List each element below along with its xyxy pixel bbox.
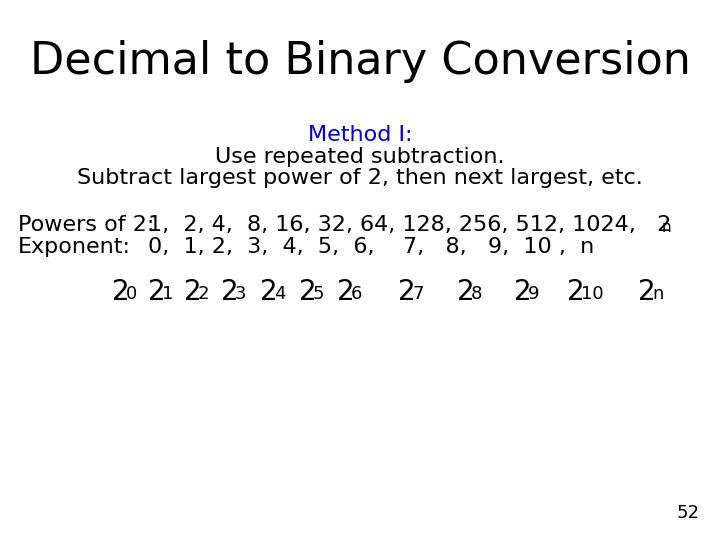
Text: 4: 4 (274, 285, 286, 303)
Text: n: n (662, 220, 672, 235)
Text: 2: 2 (221, 278, 238, 306)
Text: 2: 2 (260, 278, 278, 306)
Text: 2: 2 (567, 278, 585, 306)
Text: 52: 52 (677, 504, 700, 522)
Text: 5: 5 (313, 285, 325, 303)
Text: 2: 2 (184, 278, 202, 306)
Text: Exponent:: Exponent: (18, 237, 131, 257)
Text: Method I:: Method I: (307, 125, 413, 145)
Text: 0: 0 (126, 285, 138, 303)
Text: Subtract largest power of 2, then next largest, etc.: Subtract largest power of 2, then next l… (77, 168, 643, 188)
Text: 9: 9 (528, 285, 539, 303)
Text: 10: 10 (581, 285, 603, 303)
Text: 2: 2 (457, 278, 474, 306)
Text: 2: 2 (148, 278, 166, 306)
Text: 6: 6 (351, 285, 362, 303)
Text: 2: 2 (514, 278, 531, 306)
Text: 2: 2 (638, 278, 656, 306)
Text: 2: 2 (299, 278, 317, 306)
Text: 2: 2 (198, 285, 210, 303)
Text: 2: 2 (398, 278, 415, 306)
Text: 2: 2 (337, 278, 355, 306)
Text: 7: 7 (412, 285, 423, 303)
Text: 3: 3 (235, 285, 246, 303)
Text: 1,  2, 4,  8, 16, 32, 64, 128, 256, 512, 1024,   2: 1, 2, 4, 8, 16, 32, 64, 128, 256, 512, 1… (148, 215, 671, 235)
Text: 8: 8 (471, 285, 482, 303)
Text: 0,  1, 2,  3,  4,  5,  6,    7,   8,   9,  10 ,  n: 0, 1, 2, 3, 4, 5, 6, 7, 8, 9, 10 , n (148, 237, 594, 257)
Text: 1: 1 (162, 285, 174, 303)
Text: Decimal to Binary Conversion: Decimal to Binary Conversion (30, 40, 690, 83)
Text: 2: 2 (112, 278, 130, 306)
Text: Powers of 2:: Powers of 2: (18, 215, 154, 235)
Text: Use repeated subtraction.: Use repeated subtraction. (215, 147, 505, 167)
Text: n: n (652, 285, 663, 303)
